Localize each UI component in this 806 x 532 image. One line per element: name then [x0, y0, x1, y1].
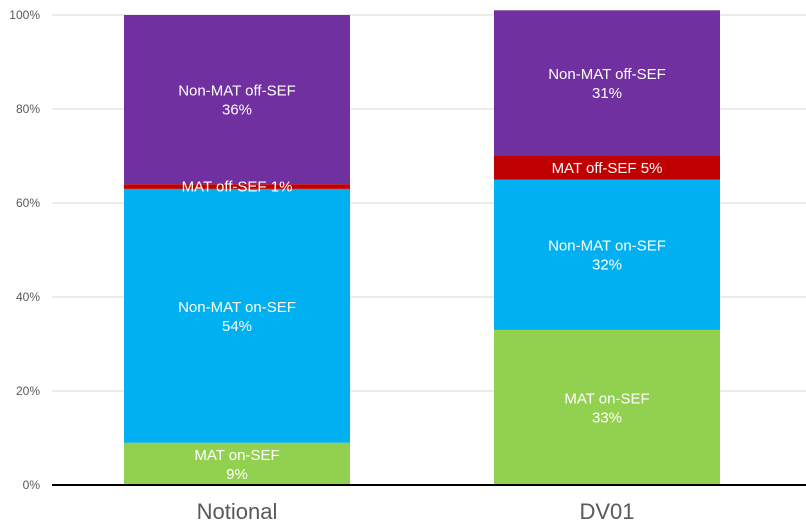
segment-value-label: 54%: [222, 318, 252, 335]
segment-series-label: Non-MAT on-SEF: [548, 238, 666, 255]
y-axis-ticks: 0% 20% 40% 60% 80% 100%: [9, 8, 40, 492]
segment-series-label: Non-MAT off-SEF: [548, 66, 666, 83]
segment-label: MAT off-SEF 1%: [182, 179, 293, 196]
bar-segment-non-mat-off-sef-dv01: [494, 10, 720, 156]
segment-value-label: 9%: [226, 466, 248, 483]
segment-value-label: 32%: [592, 257, 622, 274]
segment-series-label: Non-MAT off-SEF: [178, 83, 296, 100]
bar-segment-mat-on-sef-notional: [124, 442, 350, 485]
bar-segment-non-mat-on-sef-notional: [124, 188, 350, 443]
segment-labels: MAT on-SEF 9% Non-MAT on-SEF 54% MAT off-SEF…: [178, 66, 666, 483]
y-tick-label: 20%: [16, 384, 40, 398]
segment-value-label: 31%: [592, 85, 622, 102]
segment-series-label: Non-MAT on-SEF: [178, 299, 296, 316]
y-tick-label: 0%: [23, 478, 41, 492]
y-tick-label: 100%: [9, 8, 40, 22]
y-tick-label: 40%: [16, 290, 40, 304]
segment-label: MAT off-SEF 5%: [552, 160, 663, 177]
bar-segment-non-mat-on-sef-dv01: [494, 179, 720, 330]
segment-value-label: 33%: [592, 409, 622, 426]
bar-segment-mat-off-sef-notional: [124, 184, 350, 189]
y-tick-label: 80%: [16, 102, 40, 116]
y-tick-label: 60%: [16, 196, 40, 210]
bars: [124, 10, 720, 485]
bar-segment-non-mat-off-sef-notional: [124, 15, 350, 185]
segment-series-label: MAT on-SEF: [564, 390, 649, 407]
segment-value-label: 36%: [222, 102, 252, 119]
x-category-label-notional: Notional: [197, 499, 278, 524]
bar-segment-mat-on-sef-dv01: [494, 329, 720, 485]
x-category-label-dv01: DV01: [579, 499, 634, 524]
x-axis-labels: Notional DV01: [197, 499, 635, 524]
bar-segment-mat-off-sef-dv01: [494, 156, 720, 180]
segment-series-label: MAT on-SEF: [194, 447, 279, 464]
